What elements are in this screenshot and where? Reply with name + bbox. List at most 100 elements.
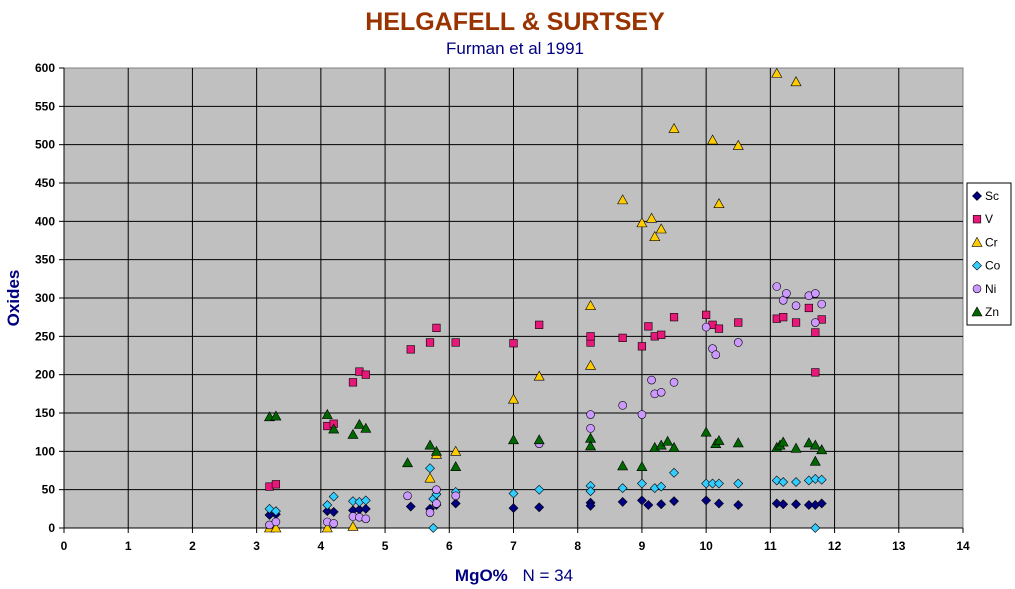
data-point-co bbox=[714, 478, 724, 489]
data-point-ni bbox=[618, 401, 627, 410]
data-point-co bbox=[656, 481, 667, 492]
data-point-co bbox=[585, 486, 596, 497]
x-tick-label: 8 bbox=[574, 539, 581, 553]
data-point-cr bbox=[533, 370, 545, 381]
data-point-ni bbox=[811, 289, 820, 298]
data-point-zn bbox=[816, 444, 828, 455]
x-tick-label: 11 bbox=[764, 539, 777, 553]
x-tick-label: 6 bbox=[446, 539, 453, 553]
data-point-cr bbox=[424, 472, 436, 483]
data-point-v bbox=[348, 378, 358, 387]
data-point-v bbox=[618, 333, 627, 342]
data-point-zn bbox=[713, 434, 725, 445]
x-tick-label: 4 bbox=[318, 539, 325, 553]
data-point-v bbox=[509, 339, 518, 348]
data-point-v bbox=[669, 313, 679, 322]
y-tick-label: 600 bbox=[35, 61, 55, 75]
data-point-co bbox=[360, 495, 371, 506]
data-point-cr bbox=[270, 522, 282, 533]
legend-label-co: Co bbox=[985, 259, 1001, 273]
x-axis-label-group: MgO% N = 34 bbox=[455, 566, 573, 585]
data-point-co bbox=[328, 491, 339, 502]
data-point-cr bbox=[668, 122, 680, 133]
y-tick-label: 300 bbox=[35, 291, 55, 305]
data-point-v bbox=[702, 310, 711, 319]
series-sc bbox=[264, 495, 827, 520]
x-tick-label: 12 bbox=[828, 539, 842, 553]
data-point-ni bbox=[817, 299, 827, 309]
data-point-ni bbox=[361, 514, 371, 524]
legend-marker-zn bbox=[971, 306, 983, 317]
data-point-cr bbox=[790, 76, 802, 87]
data-point-zn bbox=[636, 461, 648, 471]
data-point-ni bbox=[637, 410, 647, 419]
legend-marker-cr bbox=[971, 236, 983, 247]
x-tick-label: 3 bbox=[253, 539, 260, 553]
data-point-v bbox=[657, 330, 666, 339]
data-point-cr bbox=[636, 217, 648, 228]
data-point-v bbox=[432, 323, 441, 333]
x-tick-label: 1 bbox=[125, 539, 132, 553]
data-point-ni bbox=[772, 282, 782, 291]
data-point-ni bbox=[656, 387, 666, 397]
legend-label-cr: Cr bbox=[985, 235, 998, 249]
data-point-co bbox=[508, 488, 519, 499]
data-point-zn bbox=[270, 410, 282, 421]
y-tick-label: 550 bbox=[35, 99, 55, 113]
data-point-sc bbox=[322, 506, 333, 517]
x-tick-label: 14 bbox=[956, 539, 970, 553]
data-point-cr bbox=[450, 445, 462, 456]
data-point-ni bbox=[425, 508, 435, 517]
data-point-zn bbox=[700, 426, 712, 437]
data-point-zn bbox=[430, 445, 442, 456]
series-zn bbox=[263, 408, 828, 471]
data-point-cr bbox=[507, 393, 520, 404]
data-point-v bbox=[637, 342, 647, 351]
data-point-v bbox=[791, 318, 801, 327]
data-point-zn bbox=[803, 437, 815, 448]
legend-item-sc: Sc bbox=[972, 189, 999, 203]
data-point-zn bbox=[507, 434, 520, 445]
x-axis-ticks: 0 1 2 3 4 5 6 7 8 9 10 11 12 13 14 bbox=[61, 528, 970, 553]
data-point-zn bbox=[360, 422, 372, 433]
data-point-cr bbox=[321, 522, 333, 533]
legend-item-co: Co bbox=[972, 259, 1001, 273]
data-point-ni bbox=[432, 485, 441, 494]
data-point-cr bbox=[649, 231, 661, 241]
data-point-ni bbox=[701, 322, 711, 332]
y-tick-label: 200 bbox=[35, 368, 55, 382]
data-point-v bbox=[361, 370, 370, 379]
x-tick-label: 0 bbox=[61, 539, 68, 553]
data-point-v bbox=[811, 328, 820, 337]
data-point-cr bbox=[585, 359, 597, 370]
y-axis-ticks: 0 50 100 150 200 250 300 350 400 450 500 550 600 bbox=[35, 61, 64, 535]
data-point-ni bbox=[791, 301, 801, 310]
legend-item-ni: Ni bbox=[972, 282, 996, 296]
data-point-ni bbox=[432, 499, 441, 508]
data-point-ni bbox=[329, 519, 339, 528]
data-point-zn bbox=[617, 460, 629, 471]
x-tick-label: 9 bbox=[639, 539, 646, 553]
y-tick-label: 150 bbox=[35, 406, 55, 420]
data-point-ni bbox=[271, 517, 281, 527]
data-point-v bbox=[714, 324, 724, 333]
data-point-sc bbox=[669, 496, 679, 507]
grid-lines bbox=[64, 68, 963, 528]
data-point-v bbox=[779, 313, 788, 322]
data-point-co bbox=[617, 483, 628, 494]
legend-label-v: V bbox=[985, 212, 993, 226]
data-point-co bbox=[733, 478, 744, 489]
data-point-co bbox=[425, 463, 435, 474]
data-point-v bbox=[406, 345, 415, 354]
data-point-sc bbox=[405, 501, 416, 512]
data-point-ni bbox=[451, 491, 461, 501]
data-point-co bbox=[810, 523, 821, 533]
y-tick-label: 450 bbox=[35, 176, 55, 190]
data-point-zn bbox=[321, 408, 333, 419]
y-tick-label: 400 bbox=[35, 214, 55, 228]
data-point-sc bbox=[508, 503, 519, 513]
data-point-sc bbox=[450, 498, 461, 509]
legend-label-sc: Sc bbox=[985, 189, 999, 203]
data-point-ni bbox=[669, 378, 679, 387]
data-point-co bbox=[816, 474, 827, 485]
